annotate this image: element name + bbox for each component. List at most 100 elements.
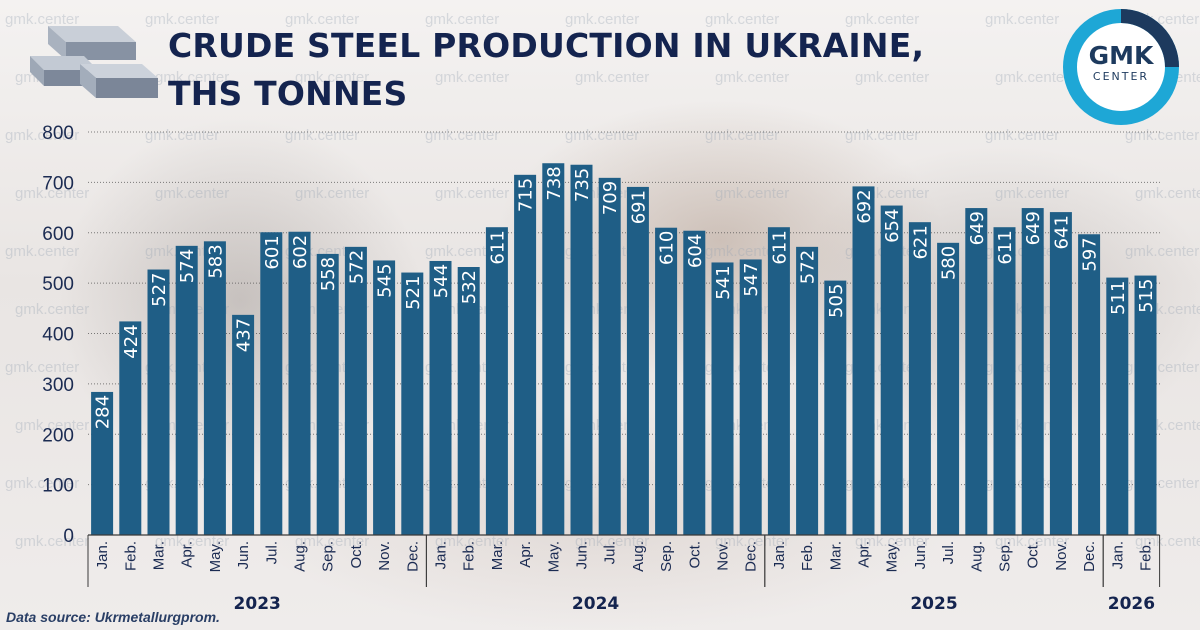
watermark-text: gmk.center — [1125, 243, 1199, 260]
bar-value-label: 545 — [375, 263, 396, 297]
bar-value-label: 580 — [939, 246, 960, 280]
bar-value-label: 738 — [544, 166, 565, 200]
watermark-text: gmk.center — [295, 185, 369, 202]
watermark-text: gmk.center — [15, 185, 89, 202]
watermark-text: gmk.center — [155, 69, 229, 86]
x-tick-label: Apr. — [517, 541, 534, 568]
bar-value-label: 583 — [205, 244, 226, 278]
bar — [485, 227, 508, 536]
x-tick-label: Oct. — [348, 541, 365, 569]
x-tick-label: Feb. — [799, 541, 816, 571]
x-tick-label: Jan. — [94, 541, 111, 569]
bar — [683, 230, 706, 536]
y-tick-label: 800 — [42, 123, 74, 144]
logo-sub-text: CENTER — [1092, 70, 1150, 83]
bar-value-label: 602 — [290, 235, 311, 269]
x-tick-label: Aug. — [968, 541, 985, 572]
bar-value-label: 505 — [826, 284, 847, 318]
bar — [655, 227, 678, 535]
watermark-text: gmk.center — [855, 69, 929, 86]
watermark-text: gmk.center — [155, 185, 229, 202]
bar-value-label: 654 — [882, 209, 903, 243]
watermark-text: gmk.center — [715, 533, 789, 550]
bar-value-label: 735 — [572, 168, 593, 202]
x-tick-label: Sep. — [320, 541, 337, 572]
watermark-text: gmk.center — [425, 127, 499, 144]
watermark-text: gmk.center — [425, 243, 499, 260]
bar — [852, 186, 875, 535]
x-tick-label: Aug. — [630, 541, 647, 572]
bar-value-label: 437 — [234, 318, 255, 352]
bar-value-label: 527 — [149, 273, 170, 307]
bar-value-label: 547 — [741, 262, 762, 296]
y-tick-label: 200 — [42, 425, 74, 446]
watermark-text: gmk.center — [295, 533, 369, 550]
bar-value-label: 601 — [262, 235, 283, 269]
x-tick-label: Jul. — [602, 541, 619, 564]
bar-value-label: 511 — [1108, 281, 1129, 315]
bar — [260, 232, 283, 535]
watermark-text: gmk.center — [575, 69, 649, 86]
bar — [232, 314, 255, 535]
watermark-text: gmk.center — [715, 69, 789, 86]
x-tick-label: May. — [207, 541, 224, 572]
bar — [373, 260, 396, 535]
bar — [908, 222, 931, 535]
bar — [1021, 208, 1044, 535]
bar — [570, 164, 593, 535]
gmk-center-logo — [1063, 9, 1179, 125]
x-tick-label: Jun. — [912, 541, 929, 569]
bar — [175, 245, 198, 535]
watermark-text: gmk.center — [285, 11, 359, 28]
watermark-text: gmk.center — [1135, 533, 1200, 550]
bar-value-label: 649 — [967, 211, 988, 245]
bar — [626, 186, 649, 535]
watermark-text: gmk.center — [5, 11, 79, 28]
x-tick-label: Apr. — [856, 541, 873, 568]
logo-main-text: GMK — [1088, 41, 1154, 70]
bar-value-label: 621 — [910, 225, 931, 259]
bar-value-label: 649 — [1023, 211, 1044, 245]
bar-value-label: 611 — [769, 230, 790, 264]
x-tick-label: Oct. — [1025, 541, 1042, 569]
bar — [288, 231, 311, 535]
x-tick-label: Sep. — [997, 541, 1014, 572]
x-tick-label: Feb. — [1138, 541, 1155, 571]
watermark-text: gmk.center — [845, 127, 919, 144]
data-source-note: Data source: Ukrmetallurgprom. — [6, 609, 220, 625]
watermark-text: gmk.center — [15, 533, 89, 550]
watermark-text: gmk.center — [15, 417, 89, 434]
x-tick-label: Nov. — [1053, 541, 1070, 571]
bar — [993, 227, 1016, 536]
x-tick-label: Nov. — [376, 541, 393, 571]
x-tick-label: Mar. — [151, 541, 168, 570]
bar-value-label: 692 — [854, 189, 875, 223]
x-tick-label: Jul. — [940, 541, 957, 564]
bar — [1078, 234, 1101, 536]
bar — [514, 174, 537, 535]
watermark-text: gmk.center — [995, 69, 1069, 86]
watermark-text: gmk.center — [995, 185, 1069, 202]
bar-value-label: 544 — [431, 264, 452, 298]
x-tick-label: Mar. — [489, 541, 506, 570]
bar-value-label: 515 — [1136, 279, 1157, 313]
bar-value-label: 709 — [600, 181, 621, 215]
watermark-text: gmk.center — [1135, 185, 1200, 202]
x-tick-label: Jan. — [433, 541, 450, 569]
bar — [880, 205, 903, 536]
bar-value-label: 611 — [487, 230, 508, 264]
watermark-text: gmk.center — [565, 11, 639, 28]
bar — [598, 177, 621, 535]
y-axis: 0 100 200 300 400 500 600 700 800 — [42, 123, 74, 547]
watermark-text: gmk.center — [5, 359, 79, 376]
bar-value-label: 611 — [995, 230, 1016, 264]
x-tick-label: Jan. — [1109, 541, 1126, 569]
y-tick-label: 600 — [42, 224, 74, 245]
bar — [739, 259, 762, 535]
x-tick-label: Apr. — [179, 541, 196, 568]
bar-value-label: 610 — [657, 231, 678, 265]
x-tick-label: Dec. — [1081, 541, 1098, 572]
watermark-text: gmk.center — [715, 185, 789, 202]
watermark-text: gmk.center — [435, 69, 509, 86]
